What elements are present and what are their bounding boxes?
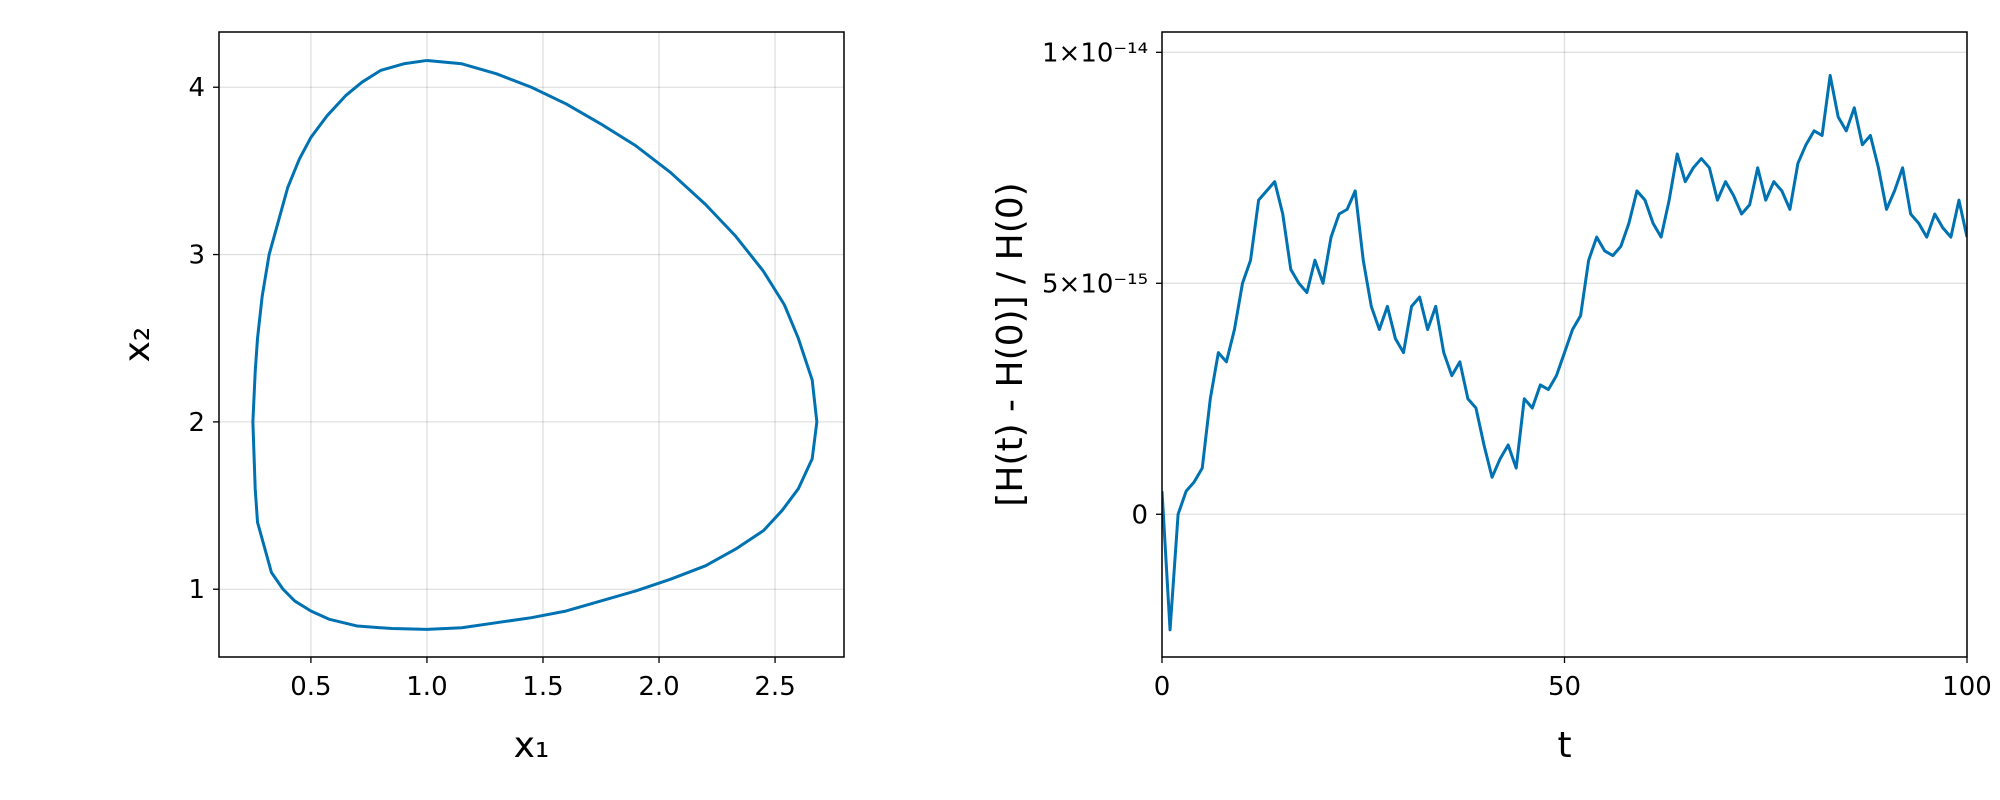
plot-frame (1161, 31, 1968, 658)
x-axis-label: t (1557, 725, 1571, 766)
series (251, 58, 819, 631)
plot: 0 50 100 0 5×10⁻¹⁵ 1×10⁻¹⁴ t [H(t) - H(0)] / H(… (990, 31, 1992, 766)
series (1162, 73, 1967, 632)
x-tick-label: 0.5 (290, 672, 331, 702)
y-axis-label: x₂ (117, 327, 158, 363)
y-tick-label: 2 (188, 408, 205, 438)
x-tick-label: 50 (1548, 672, 1581, 702)
x-tick-label: 2.0 (638, 672, 679, 702)
y-tick-label: 4 (188, 73, 205, 103)
data-line (1162, 73, 1967, 632)
y-tick-label: 3 (188, 241, 205, 271)
y-tick-label: 1 (188, 575, 205, 605)
x-tick-label: 100 (1942, 672, 1992, 702)
y-axis-label: [H(t) - H(0)] / H(0) (990, 182, 1031, 506)
plot-frame (218, 31, 845, 658)
data-line (251, 58, 819, 631)
y-tick-label: 5×10⁻¹⁵ (1042, 269, 1148, 299)
x-tick-label: 1.0 (406, 672, 447, 702)
y-tick-label: 1×10⁻¹⁴ (1042, 38, 1148, 68)
y-tick-label: 0 (1131, 500, 1148, 530)
x-tick-label: 0 (1154, 672, 1171, 702)
x-tick-label: 2.5 (754, 672, 795, 702)
x-tick-label: 1.5 (522, 672, 563, 702)
x-axis-label: x₁ (514, 725, 550, 766)
plot: 0.5 1.0 1.5 2.0 2.5 1 2 3 4 x₁ x₂ (117, 31, 845, 766)
